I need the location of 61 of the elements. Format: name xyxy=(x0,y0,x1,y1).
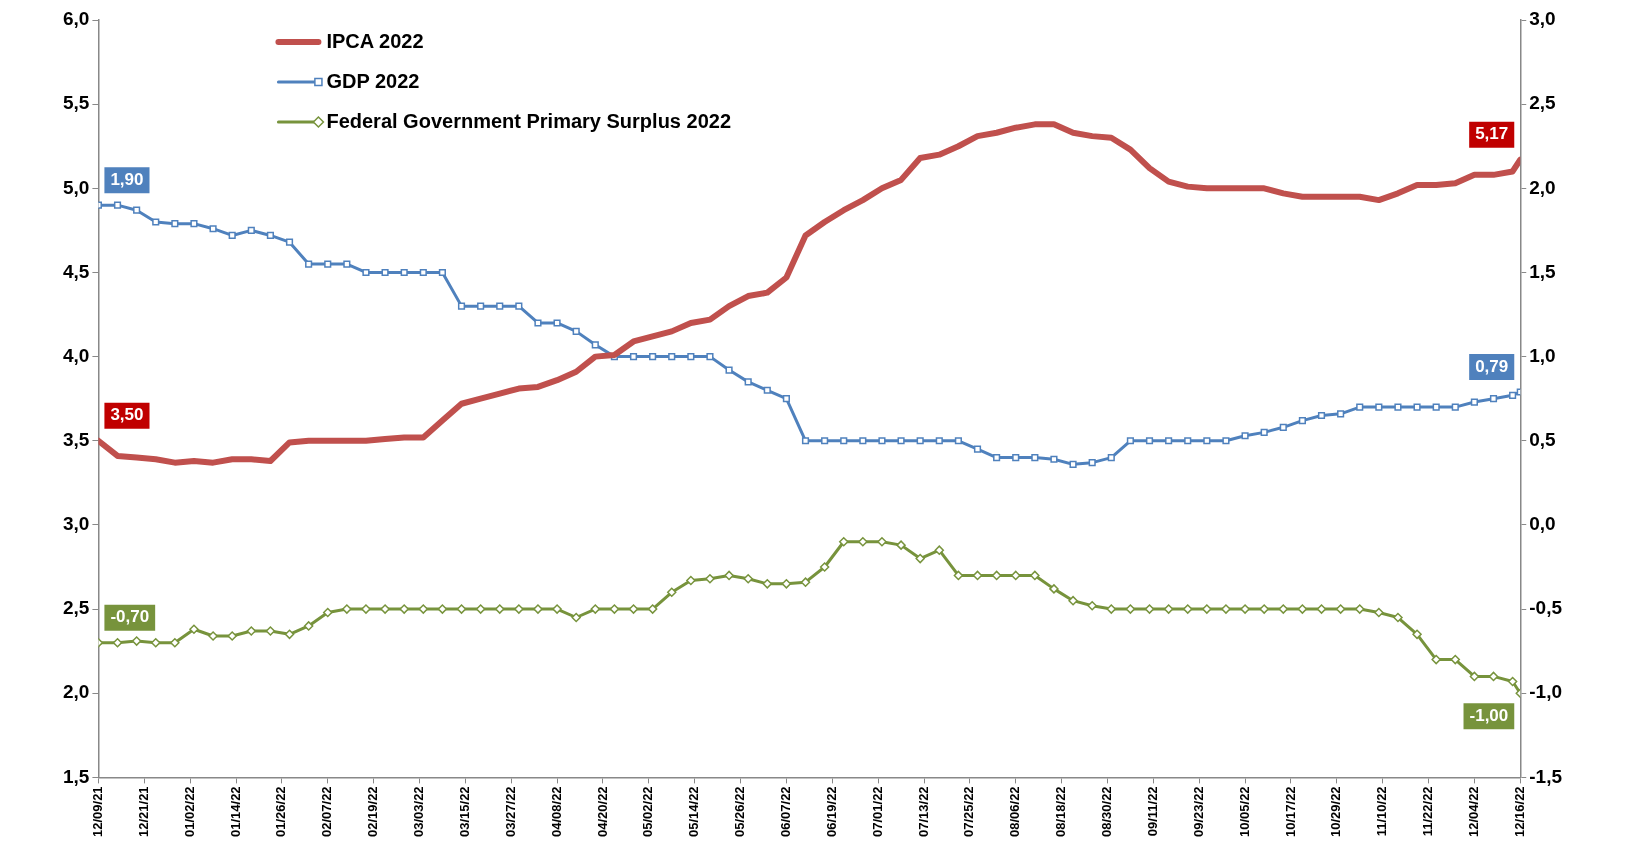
x-tick-label: 05/02/22 xyxy=(640,786,656,838)
data-label: 5,17 xyxy=(1475,124,1509,144)
data-label: 1,90 xyxy=(110,169,144,189)
data-label: -0,70 xyxy=(110,607,150,627)
x-tick-label: 05/14/22 xyxy=(686,786,702,838)
x-tick-label: 12/04/22 xyxy=(1465,786,1481,838)
y2-tick-label: 0,5 xyxy=(1529,429,1557,451)
x-tick-label: 05/26/22 xyxy=(732,786,748,838)
y2-tick-label: 3,0 xyxy=(1529,8,1556,30)
x-tick-label: 03/27/22 xyxy=(502,786,518,838)
x-tick-label: 10/29/22 xyxy=(1328,786,1344,838)
x-tick-label: 06/07/22 xyxy=(777,786,793,838)
x-tick-label: 04/20/22 xyxy=(594,786,610,838)
x-tick-label: 10/17/22 xyxy=(1282,786,1298,838)
x-tick-label: 02/07/22 xyxy=(319,786,335,838)
y2-tick-label: 0,0 xyxy=(1529,513,1556,535)
legend-label: IPCA 2022 xyxy=(326,29,424,52)
y2-tick-label: 2,5 xyxy=(1529,92,1557,114)
x-tick-label: 03/15/22 xyxy=(456,786,472,838)
y-tick-label: 4,5 xyxy=(62,260,90,282)
x-tick-label: 08/30/22 xyxy=(1099,786,1115,838)
x-tick-label: 02/19/22 xyxy=(365,786,381,838)
legend-label: Federal Government Primary Surplus 2022 xyxy=(326,109,732,132)
data-label: 0,79 xyxy=(1475,356,1509,376)
y2-tick-label: -1,5 xyxy=(1529,765,1563,787)
x-tick-label: 08/06/22 xyxy=(1007,786,1023,838)
y-tick-label: 1,5 xyxy=(62,765,90,787)
x-tick-label: 03/03/22 xyxy=(411,786,427,838)
x-tick-label: 09/11/22 xyxy=(1144,786,1160,837)
data-label: -1,00 xyxy=(1469,705,1509,725)
x-tick-label: 01/26/22 xyxy=(273,786,289,838)
y2-tick-label: 1,0 xyxy=(1529,344,1556,366)
y2-tick-label: 2,0 xyxy=(1529,176,1556,198)
legend-label: GDP 2022 xyxy=(326,69,420,92)
y-tick-label: 2,0 xyxy=(62,681,90,703)
x-tick-label: 07/25/22 xyxy=(961,786,977,838)
x-tick-label: 12/21/21 xyxy=(135,786,151,838)
y2-tick-label: 1,5 xyxy=(1529,260,1557,282)
y-tick-label: 4,0 xyxy=(62,344,90,366)
y-tick-label: 3,0 xyxy=(62,513,90,535)
x-tick-label: 07/01/22 xyxy=(869,786,885,838)
y2-tick-label: -1,0 xyxy=(1529,681,1563,703)
y-tick-label: 3,5 xyxy=(62,429,90,451)
x-tick-label: 04/08/22 xyxy=(548,786,564,838)
y-tick-label: 5,0 xyxy=(62,176,90,198)
x-tick-label: 12/16/22 xyxy=(1511,786,1527,838)
x-tick-label: 06/19/22 xyxy=(823,786,839,838)
x-tick-label: 01/02/22 xyxy=(181,786,197,838)
y-tick-label: 2,5 xyxy=(62,597,90,619)
y-tick-label: 6,0 xyxy=(62,8,90,30)
data-label: 3,50 xyxy=(110,405,144,425)
x-tick-label: 01/14/22 xyxy=(227,786,243,838)
x-tick-label: 09/23/22 xyxy=(1190,786,1206,838)
x-tick-label: 10/05/22 xyxy=(1236,786,1252,838)
x-tick-label: 11/10/22 xyxy=(1374,786,1390,837)
x-tick-label: 12/09/21 xyxy=(89,786,105,838)
x-tick-label: 07/13/22 xyxy=(915,786,931,838)
x-tick-label: 08/18/22 xyxy=(1053,786,1069,838)
y2-tick-label: -0,5 xyxy=(1529,597,1563,619)
x-tick-label: 11/22/22 xyxy=(1420,786,1436,837)
y-tick-label: 5,5 xyxy=(62,92,90,114)
